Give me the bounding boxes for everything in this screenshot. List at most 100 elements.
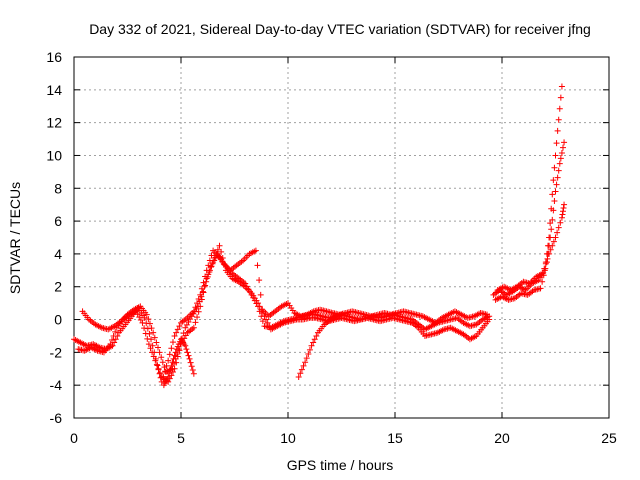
y-tick-label: 16 — [46, 49, 62, 65]
y-axis-label: SDTVAR / TECUs — [7, 182, 23, 294]
data-point — [302, 359, 309, 366]
data-point — [255, 300, 262, 307]
data-points — [71, 83, 568, 389]
data-point-interp — [192, 319, 199, 326]
data-point-interp — [158, 354, 165, 361]
data-point-interp — [200, 289, 207, 296]
data-point-interp — [552, 152, 559, 159]
data-point-interp — [184, 349, 191, 356]
data-point-interp — [551, 164, 558, 171]
y-tick-label: -4 — [50, 377, 63, 393]
y-tick-label: 8 — [54, 180, 62, 196]
data-point-interp — [258, 306, 265, 313]
x-axis-ticks: 0 5 10 15 20 25 — [70, 57, 617, 446]
data-point — [154, 362, 161, 369]
data-point-interp — [544, 255, 551, 262]
data-point — [556, 160, 563, 167]
chart-title: Day 332 of 2021, Sidereal Day-to-day VTE… — [89, 21, 591, 37]
data-point-interp — [157, 369, 164, 376]
y-tick-label: 0 — [54, 312, 62, 328]
data-point-interp — [144, 335, 151, 342]
data-point-interp — [313, 332, 320, 339]
y-tick-label: 12 — [46, 115, 62, 131]
data-point — [203, 275, 210, 282]
data-point — [548, 226, 555, 233]
y-tick-label: -6 — [50, 410, 63, 426]
data-point-interp — [145, 316, 152, 323]
data-point-interp — [256, 277, 263, 284]
data-point-interp — [547, 246, 554, 253]
data-point-interp — [556, 105, 563, 112]
series-track-a — [71, 247, 493, 385]
data-point — [539, 270, 546, 277]
data-point-interp — [172, 349, 179, 356]
data-point-interp — [257, 291, 264, 298]
data-point-interp — [549, 216, 556, 223]
data-point — [550, 177, 557, 184]
y-tick-label: 2 — [54, 279, 62, 295]
data-point-interp — [219, 255, 226, 262]
x-tick-label: 20 — [494, 430, 510, 446]
data-point-interp — [554, 174, 561, 181]
data-point-interp — [306, 346, 313, 353]
data-point-interp — [266, 323, 273, 330]
data-point — [141, 314, 148, 321]
data-point-interp — [176, 347, 183, 354]
data-point-interp — [549, 242, 556, 249]
data-point — [558, 214, 565, 221]
data-point-interp — [553, 181, 560, 188]
data-point-interp — [174, 326, 181, 333]
data-point-interp — [156, 370, 163, 377]
data-point-interp — [110, 332, 117, 339]
y-axis-ticks: -6 -4 -2 0 2 4 6 8 10 12 14 16 — [46, 49, 609, 426]
y-tick-label: 6 — [54, 213, 62, 229]
data-point-interp — [189, 367, 196, 374]
data-point — [182, 342, 189, 349]
data-point-interp — [154, 344, 161, 351]
plot-frame — [73, 56, 610, 419]
series-track-c — [75, 242, 493, 385]
data-point — [169, 359, 176, 366]
data-point — [165, 373, 172, 380]
data-point-interp — [259, 318, 266, 325]
data-point-interp — [167, 366, 174, 373]
data-point-interp — [195, 308, 202, 315]
data-point-interp — [206, 267, 213, 274]
data-point-interp — [198, 293, 205, 300]
data-point — [186, 355, 193, 362]
data-point — [207, 264, 214, 271]
data-point-interp — [203, 278, 210, 285]
data-point — [171, 365, 178, 372]
data-point-interp — [146, 320, 153, 327]
data-point-interp — [541, 265, 548, 272]
data-point — [201, 283, 208, 290]
data-point-interp — [310, 339, 317, 346]
data-point-interp — [550, 238, 557, 245]
data-point-interp — [553, 140, 560, 147]
data-point — [156, 349, 163, 356]
data-point — [171, 332, 178, 339]
data-point-interp — [558, 149, 565, 156]
data-point-interp — [551, 197, 558, 204]
data-point — [484, 311, 491, 318]
data-point-interp — [557, 219, 564, 226]
data-point-interp — [303, 355, 310, 362]
data-point — [152, 357, 159, 364]
data-point-interp — [554, 229, 561, 236]
data-point-interp — [150, 353, 157, 360]
data-point-interp — [559, 144, 566, 151]
series-branch-late — [490, 83, 565, 298]
data-point-interp — [212, 254, 219, 261]
data-point-interp — [311, 336, 318, 343]
data-point-interp — [263, 316, 270, 323]
data-point-interp — [173, 329, 180, 336]
data-point — [561, 201, 568, 208]
data-point-interp — [159, 359, 166, 366]
data-point-interp — [555, 116, 562, 123]
data-point-interp — [188, 363, 195, 370]
x-tick-label: 5 — [177, 430, 185, 446]
data-point-interp — [161, 364, 168, 371]
data-point — [295, 373, 302, 380]
y-tick-label: -2 — [50, 344, 63, 360]
